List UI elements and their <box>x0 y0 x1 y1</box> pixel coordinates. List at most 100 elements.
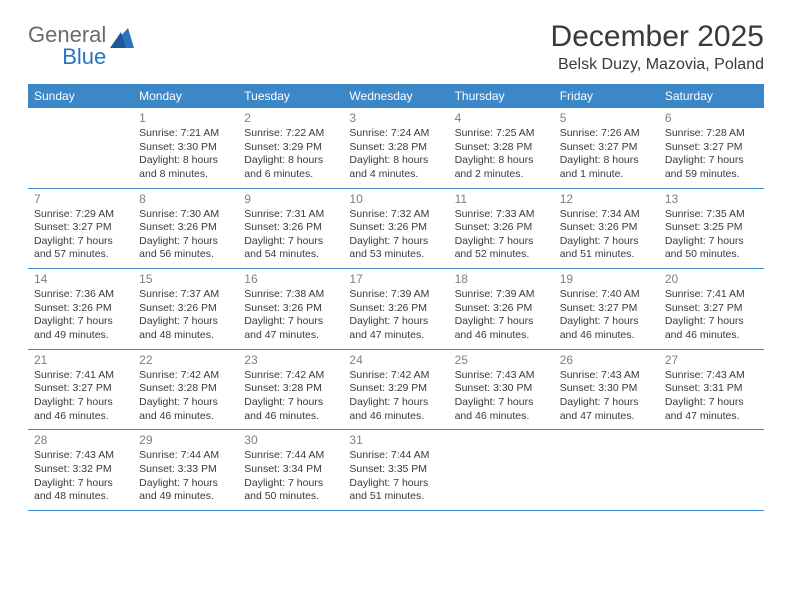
day-number: 6 <box>665 111 758 125</box>
day-number: 16 <box>244 272 337 286</box>
day-cell: 14 Sunrise: 7:36 AMSunset: 3:26 PMDayligh… <box>28 269 133 349</box>
sunset-text: Sunset: 3:34 PM <box>244 463 337 477</box>
day-cell: 5Sunrise: 7:26 AMSunset: 3:27 PMDaylight… <box>554 108 659 188</box>
daylight-text: Daylight: 8 hours and 8 minutes. <box>139 154 232 181</box>
day-number: 4 <box>455 111 548 125</box>
calendar-table: Sunday Monday Tuesday Wednesday Thursday… <box>28 84 764 511</box>
sunset-text: Sunset: 3:28 PM <box>349 141 442 155</box>
sunset-text: Sunset: 3:27 PM <box>560 302 653 316</box>
day-info: Sunrise: 7:42 AMSunset: 3:28 PMDaylight:… <box>139 369 232 424</box>
day-cell: 15Sunrise: 7:37 AMSunset: 3:26 PMDayligh… <box>133 269 238 349</box>
sunrise-text: Sunrise: 7:21 AM <box>139 127 232 141</box>
sunrise-text: Sunrise: 7:26 AM <box>560 127 653 141</box>
sunrise-text: Sunrise: 7:44 AM <box>139 449 232 463</box>
daylight-text: Daylight: 8 hours and 2 minutes. <box>455 154 548 181</box>
day-number: 30 <box>244 433 337 447</box>
day-cell: 26Sunrise: 7:43 AMSunset: 3:30 PMDayligh… <box>554 350 659 430</box>
day-number: 25 <box>455 353 548 367</box>
day-info: Sunrise: 7:42 AMSunset: 3:29 PMDaylight:… <box>349 369 442 424</box>
day-cell: 2Sunrise: 7:22 AMSunset: 3:29 PMDaylight… <box>238 108 343 188</box>
daylight-text: Daylight: 7 hours and 59 minutes. <box>665 154 758 181</box>
day-info: Sunrise: 7:41 AMSunset: 3:27 PMDaylight:… <box>34 369 127 424</box>
header-row: General Blue December 2025 Belsk Duzy, M… <box>28 20 764 74</box>
day-number: 24 <box>349 353 442 367</box>
day-number: 13 <box>665 192 758 206</box>
day-info: Sunrise: 7:39 AMSunset: 3:26 PMDaylight:… <box>455 288 548 343</box>
week-row: 7Sunrise: 7:29 AMSunset: 3:27 PMDaylight… <box>28 189 764 270</box>
sunrise-text: Sunrise: 7:44 AM <box>349 449 442 463</box>
dayname-tuesday: Tuesday <box>238 84 343 108</box>
day-number: 18 <box>455 272 548 286</box>
sunset-text: Sunset: 3:26 PM <box>349 302 442 316</box>
sunrise-text: Sunrise: 7:41 AM <box>665 288 758 302</box>
day-cell <box>659 430 764 510</box>
daylight-text: Daylight: 7 hours and 47 minutes. <box>665 396 758 423</box>
daylight-text: Daylight: 7 hours and 47 minutes. <box>560 396 653 423</box>
sunrise-text: Sunrise: 7:34 AM <box>560 208 653 222</box>
daylight-text: Daylight: 7 hours and 50 minutes. <box>244 477 337 504</box>
sunset-text: Sunset: 3:29 PM <box>244 141 337 155</box>
day-info: Sunrise: 7:37 AMSunset: 3:26 PMDaylight:… <box>139 288 232 343</box>
week-row: 28Sunrise: 7:43 AMSunset: 3:32 PMDayligh… <box>28 430 764 511</box>
day-number: 8 <box>139 192 232 206</box>
sunrise-text: Sunrise: 7:31 AM <box>244 208 337 222</box>
day-cell: 21Sunrise: 7:41 AMSunset: 3:27 PMDayligh… <box>28 350 133 430</box>
day-info: Sunrise: 7:29 AMSunset: 3:27 PMDaylight:… <box>34 208 127 263</box>
sunset-text: Sunset: 3:26 PM <box>560 221 653 235</box>
day-number: 17 <box>349 272 442 286</box>
day-cell: 20Sunrise: 7:41 AMSunset: 3:27 PMDayligh… <box>659 269 764 349</box>
sunrise-text: Sunrise: 7:44 AM <box>244 449 337 463</box>
day-cell: 1Sunrise: 7:21 AMSunset: 3:30 PMDaylight… <box>133 108 238 188</box>
day-number: 23 <box>244 353 337 367</box>
day-number: 12 <box>560 192 653 206</box>
dayname-thursday: Thursday <box>449 84 554 108</box>
day-cell: 23 Sunrise: 7:42 AMSunset: 3:28 PMDayligh… <box>238 350 343 430</box>
day-info: Sunrise: 7:38 AMSunset: 3:26 PMDaylight:… <box>244 288 337 343</box>
daylight-text: Daylight: 7 hours and 46 minutes. <box>349 396 442 423</box>
day-info: Sunrise: 7:32 AMSunset: 3:26 PMDaylight:… <box>349 208 442 263</box>
daylight-text: Daylight: 7 hours and 46 minutes. <box>139 396 232 423</box>
day-number: 2 <box>244 111 337 125</box>
day-cell: 9Sunrise: 7:31 AMSunset: 3:26 PMDaylight… <box>238 189 343 269</box>
day-number: 31 <box>349 433 442 447</box>
sunrise-text: Sunrise: 7:28 AM <box>665 127 758 141</box>
daylight-text: Daylight: 7 hours and 47 minutes. <box>349 315 442 342</box>
day-number: 29 <box>139 433 232 447</box>
logo-text: General Blue <box>28 24 106 68</box>
page-title: December 2025 <box>551 20 764 54</box>
day-info: Sunrise: 7:42 AMSunset: 3:28 PMDaylight:… <box>244 369 337 424</box>
day-info: Sunrise: 7:43 AMSunset: 3:30 PMDaylight:… <box>455 369 548 424</box>
day-cell: 10Sunrise: 7:32 AMSunset: 3:26 PMDayligh… <box>343 189 448 269</box>
day-number: 27 <box>665 353 758 367</box>
dayname-row: Sunday Monday Tuesday Wednesday Thursday… <box>28 84 764 108</box>
day-cell: 29Sunrise: 7:44 AMSunset: 3:33 PMDayligh… <box>133 430 238 510</box>
daylight-text: Daylight: 7 hours and 56 minutes. <box>139 235 232 262</box>
sunrise-text: Sunrise: 7:33 AM <box>455 208 548 222</box>
logo: General Blue <box>28 24 134 68</box>
sunset-text: Sunset: 3:26 PM <box>455 302 548 316</box>
daylight-text: Daylight: 7 hours and 53 minutes. <box>349 235 442 262</box>
daylight-text: Daylight: 7 hours and 51 minutes. <box>349 477 442 504</box>
sunrise-text: Sunrise: 7:43 AM <box>455 369 548 383</box>
day-cell: 27Sunrise: 7:43 AMSunset: 3:31 PMDayligh… <box>659 350 764 430</box>
day-number: 14 <box>34 272 127 286</box>
sunset-text: Sunset: 3:35 PM <box>349 463 442 477</box>
week-row: 21Sunrise: 7:41 AMSunset: 3:27 PMDayligh… <box>28 350 764 431</box>
week-row: 1Sunrise: 7:21 AMSunset: 3:30 PMDaylight… <box>28 108 764 189</box>
daylight-text: Daylight: 7 hours and 48 minutes. <box>139 315 232 342</box>
day-cell: 19Sunrise: 7:40 AMSunset: 3:27 PMDayligh… <box>554 269 659 349</box>
sunset-text: Sunset: 3:26 PM <box>244 302 337 316</box>
day-info: Sunrise: 7:36 AMSunset: 3:26 PMDaylight:… <box>34 288 127 343</box>
day-cell <box>449 430 554 510</box>
day-info: Sunrise: 7:30 AMSunset: 3:26 PMDaylight:… <box>139 208 232 263</box>
sunrise-text: Sunrise: 7:43 AM <box>34 449 127 463</box>
page-subtitle: Belsk Duzy, Mazovia, Poland <box>551 56 764 74</box>
sunrise-text: Sunrise: 7:43 AM <box>560 369 653 383</box>
daylight-text: Daylight: 7 hours and 57 minutes. <box>34 235 127 262</box>
sunrise-text: Sunrise: 7:36 AM <box>34 288 127 302</box>
sunrise-text: Sunrise: 7:24 AM <box>349 127 442 141</box>
daylight-text: Daylight: 7 hours and 49 minutes. <box>34 315 127 342</box>
sunset-text: Sunset: 3:27 PM <box>34 382 127 396</box>
sunrise-text: Sunrise: 7:40 AM <box>560 288 653 302</box>
daylight-text: Daylight: 7 hours and 46 minutes. <box>455 315 548 342</box>
